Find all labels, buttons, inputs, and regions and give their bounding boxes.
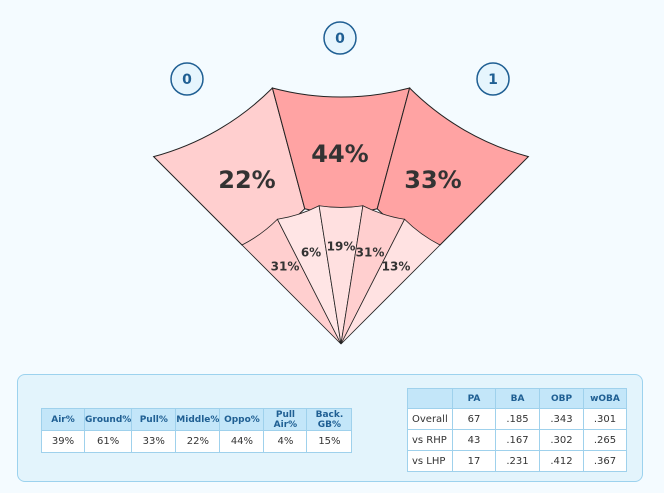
- hit-count-badge-left: [170, 62, 204, 96]
- batted-ball-header: Middle%: [175, 408, 221, 431]
- batted-ball-value: 44%: [219, 430, 265, 453]
- spray-chart: 22%44%33% 31%6% 19% 31%13% 001: [152, 21, 530, 345]
- infield-percent-5: 13%: [382, 260, 411, 274]
- splits-row: vs LHP 17.231.412.367: [407, 450, 627, 472]
- batted-ball-value: 61%: [83, 430, 133, 453]
- splits-row: vs RHP 43.167.302.265: [407, 429, 627, 451]
- splits-value: 17: [452, 450, 496, 472]
- hit-count-badge-right: [476, 62, 510, 96]
- batted-ball-header: Pull Air%: [263, 408, 308, 431]
- outfield-percent-center: 44%: [311, 140, 368, 168]
- splits-header: PA: [452, 388, 496, 409]
- splits-value: 43: [452, 429, 496, 451]
- hit-count-right: 1: [488, 72, 498, 88]
- splits-row-label: Overall: [407, 408, 453, 430]
- stats-panel: Air% Ground% Pull% Middle% Oppo% Pull Air% Bac…: [17, 374, 643, 482]
- batted-ball-value: 4%: [263, 430, 308, 453]
- splits-row: Overall 67.185.343.301: [407, 408, 627, 430]
- infield-percent-2: 6%: [301, 246, 321, 260]
- splits-header-row: PA BA OBP wOBA: [407, 388, 627, 409]
- infield-percent-1: 31%: [271, 260, 300, 274]
- batted-ball-table: Air% Ground% Pull% Middle% Oppo% Pull Air% Bac…: [41, 408, 353, 453]
- batted-ball-value-row: 39% 61% 33% 22% 44% 4% 15%: [41, 430, 353, 453]
- infield-zones: 31%6% 19% 31%13%: [241, 205, 441, 345]
- splits-value: .167: [495, 429, 540, 451]
- splits-value: .301: [583, 408, 627, 430]
- splits-value: .231: [495, 450, 540, 472]
- outfield-percent-right: 33%: [404, 166, 461, 194]
- batted-ball-header: Pull%: [131, 408, 177, 431]
- batted-ball-value: 22%: [175, 430, 221, 453]
- hit-count-left: 0: [182, 72, 192, 88]
- batted-ball-header: Air%: [41, 408, 85, 431]
- splits-body: Overall 67.185.343.301 vs RHP 43.167.302.26…: [407, 408, 627, 472]
- batted-ball-header: Back. GB%: [306, 408, 353, 431]
- infield-zone-5: [340, 218, 441, 345]
- splits-value: .412: [539, 450, 584, 472]
- splits-header: BA: [495, 388, 540, 409]
- splits-row-label: vs RHP: [407, 429, 453, 451]
- infield-percent-3: 19%: [327, 240, 356, 254]
- splits-value: .367: [583, 450, 627, 472]
- hit-count-center: 0: [335, 31, 345, 47]
- splits-header: OBP: [539, 388, 584, 409]
- hit-count-badges: 0 0 1: [170, 21, 510, 96]
- splits-table: PA BA OBP wOBA Overall 67.185.343.301 vs RHP 4…: [407, 388, 627, 472]
- batted-ball-header: Oppo%: [219, 408, 265, 431]
- splits-value: .302: [539, 429, 584, 451]
- splits-value: .265: [583, 429, 627, 451]
- infield-percent-4: 31%: [356, 246, 385, 260]
- batted-ball-header-row: Air% Ground% Pull% Middle% Oppo% Pull Air% Bac…: [41, 408, 353, 431]
- splits-value: .185: [495, 408, 540, 430]
- batted-ball-header: Ground%: [83, 408, 133, 431]
- batted-ball-value: 39%: [41, 430, 85, 453]
- splits-header: wOBA: [583, 388, 627, 409]
- splits-row-label: vs LHP: [407, 450, 453, 472]
- outfield-percent-left: 22%: [218, 166, 275, 194]
- batted-ball-value: 15%: [306, 430, 353, 453]
- hit-count-badge-center: [323, 21, 357, 55]
- splits-header: [407, 388, 453, 409]
- batted-ball-value: 33%: [131, 430, 177, 453]
- splits-value: .343: [539, 408, 584, 430]
- splits-value: 67: [452, 408, 496, 430]
